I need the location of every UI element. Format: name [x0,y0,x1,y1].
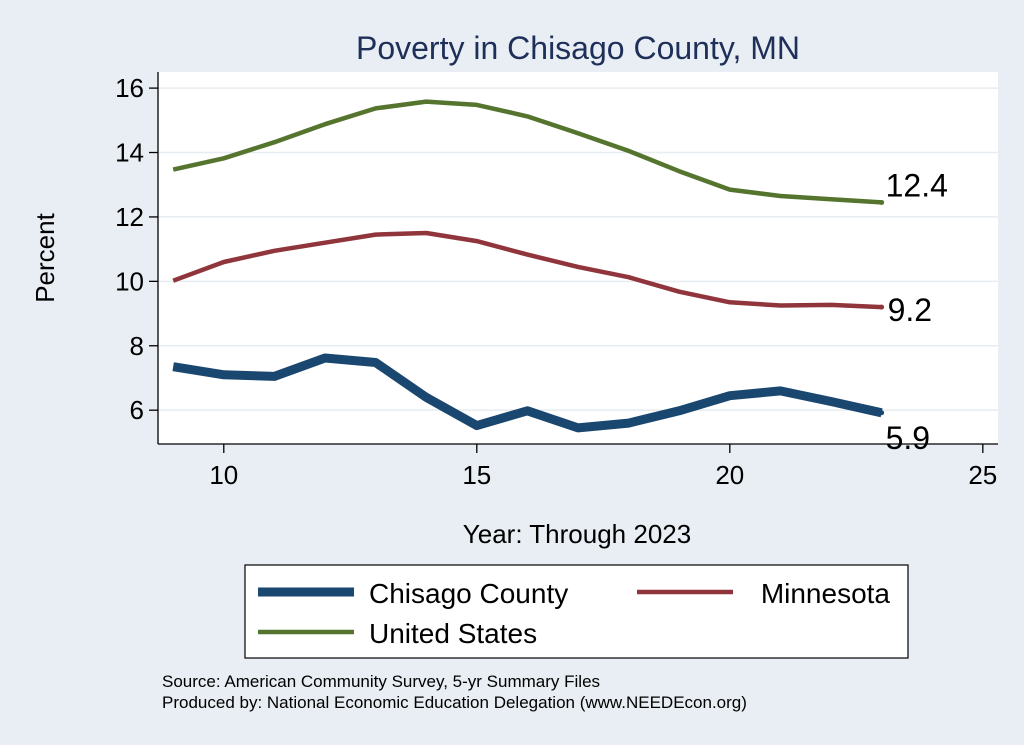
series-end-marker [879,410,885,416]
chart-title: Poverty in Chisago County, MN [356,30,800,66]
y-tick-label: 10 [115,266,144,296]
produced-by-note: Produced by: National Economic Education… [162,693,747,712]
legend-label-united-states: United States [369,618,537,649]
legend-label-chisago-county: Chisago County [369,578,568,609]
x-tick-label: 10 [209,460,238,490]
end-label-minnesota: 9.2 [888,292,932,328]
y-axis-title: Percent [30,212,60,302]
x-tick-label: 15 [462,460,491,490]
series-end-marker [879,304,885,310]
x-axis-title: Year: Through 2023 [463,519,691,549]
y-tick-label: 12 [115,202,144,232]
y-tick-label: 6 [130,395,144,425]
series-line-united-states [172,99,882,205]
series-line-minnesota [172,230,882,310]
legend: Chisago County Minnesota United States [244,564,909,659]
source-note: Source: American Community Survey, 5-yr … [162,672,600,691]
x-tick-label: 20 [715,460,744,490]
x-tick-label: 25 [968,460,997,490]
series-end-marker [879,199,885,205]
series-line-chisago-county [172,353,883,433]
legend-box [244,564,909,659]
end-label-united-states: 12.4 [886,167,948,203]
y-tick-label: 14 [115,138,144,168]
y-tick-label: 8 [130,331,144,361]
end-label-chisago-county: 5.9 [886,420,930,456]
plot-area [158,72,998,444]
legend-label-minnesota: Minnesota [761,578,891,609]
y-tick-label: 16 [115,73,144,103]
end-labels: 5.9 9.2 12.4 [886,167,948,455]
series-lines [172,99,885,433]
axes: 6 8 10 12 14 16 10 15 20 25 [115,72,998,490]
